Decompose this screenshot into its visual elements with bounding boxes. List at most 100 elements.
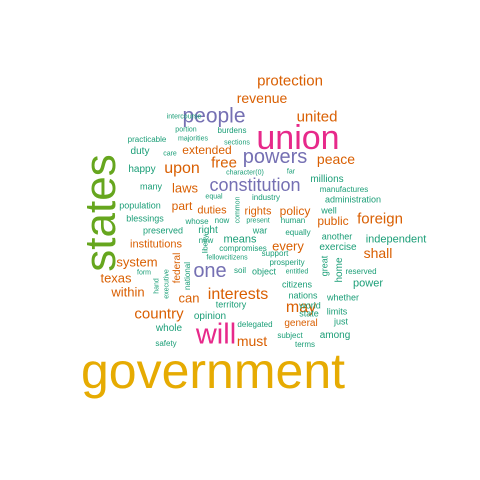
word-whether: whether [326,292,360,303]
word-people: people [182,104,246,128]
word-country: country [134,305,184,323]
word-care: care [163,150,177,158]
word-subject: subject [277,331,303,340]
word-just: just [333,316,349,327]
word-practicable: practicable [127,135,167,144]
word-industry: industry [251,193,281,202]
word-one: one [193,260,227,282]
word-many: many [139,181,163,192]
word-administration: administration [324,194,382,205]
word-preserved: preserved [142,225,184,236]
word-within: within [111,284,145,300]
word-well: well [321,205,337,216]
word-millions: millions [310,174,344,185]
word-every: every [272,238,304,254]
word-far: far [286,168,296,176]
word-home: home [334,257,345,283]
word-foreign: foreign [357,210,403,228]
word-united: united [296,108,338,126]
word-another: another [321,231,353,242]
word-government: government [80,343,346,399]
word-reserved: reserved [345,267,377,276]
word-means: means [223,233,257,246]
word-system: system [116,254,158,270]
word-state: state [299,308,319,319]
word-form: form [137,269,151,277]
word-territory: territory [215,299,247,310]
word-equal: equal [205,193,223,201]
word-liberty: liberty [202,234,210,254]
word-equally: equally [285,228,311,237]
word-protection: protection [257,72,323,90]
word-texas: texas [100,270,132,286]
word-terms: terms [295,340,315,349]
word-limits: limits [326,306,348,317]
word-power: power [353,277,383,290]
word-hand: hand [153,278,161,294]
word-war: war [252,225,268,236]
word-right: right [198,225,218,236]
word-soil: soil [233,266,247,275]
word-majorities: majorities [178,135,208,143]
word-happy: happy [128,164,156,175]
word-human: human [280,216,306,225]
word-safety: safety [155,339,177,348]
word-world: world [299,300,321,311]
word-may: may [285,299,317,316]
word-manufactures: manufactures [319,185,369,194]
word-new: new [198,236,214,245]
word-part: part [171,199,193,213]
word-whole: whole [155,323,183,334]
word-interests: interests [207,286,269,303]
word-duties: duties [197,204,227,217]
word-fellowcitizens: fellowcitizens [206,254,248,262]
word-revenue: revenue [236,90,288,106]
word-executive: executive [163,269,171,299]
word-entitled: entitled [285,268,309,276]
word-laws: laws [171,180,199,196]
word-must: must [236,333,268,349]
word-blessings: blessings [126,213,164,224]
word-shall: shall [363,245,393,261]
word-duty: duty [130,146,150,157]
word-great: great [319,255,330,277]
word-constitution: constitution [209,175,301,195]
word-character0: character(0) [226,169,264,177]
word-union: union [256,119,340,157]
word-delegated: delegated [237,320,273,329]
word-nations: nations [288,290,318,301]
word-opinion: opinion [193,311,227,322]
word-federal: federal [172,252,183,284]
word-exercise: exercise [319,242,357,253]
word-rights: rights [244,205,272,218]
word-compromises: compromises [219,244,267,253]
word-citizens: citizens [281,279,313,290]
word-can: can [178,290,200,306]
word-public: public [317,214,349,228]
word-prosperity: prosperity [269,258,305,267]
word-population: population [119,200,161,211]
word-will: will [195,318,237,351]
word-burdens: burdens [217,126,247,135]
word-institutions: institutions [130,238,182,251]
word-whose: whose [185,217,209,226]
word-extended: extended [182,143,232,157]
word-portion: portion [175,126,197,134]
word-now: now [214,216,230,225]
word-among: among [319,330,351,341]
word-present: present [246,217,270,225]
word-peace: peace [316,151,356,167]
word-common: common [234,196,242,224]
word-upon: upon [164,160,200,177]
word-sections: sections [224,139,250,147]
word-object: object [251,266,277,277]
word-free: free [211,154,237,172]
word-general: general [284,318,318,329]
word-support: support [261,249,289,258]
word-intercourse: intercourse [166,113,202,121]
word-national: national [183,261,192,291]
word-policy: policy [279,204,311,218]
word-independent: independent [365,233,427,246]
word-powers: powers [242,146,308,168]
